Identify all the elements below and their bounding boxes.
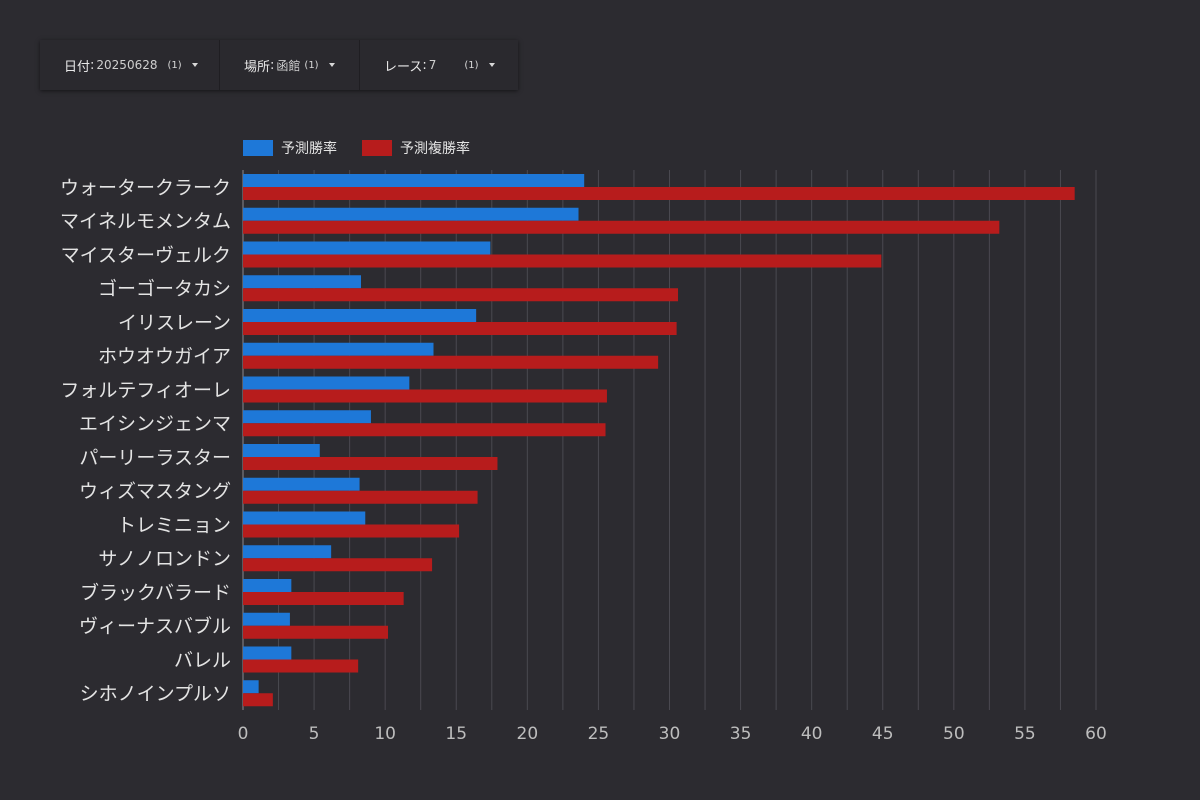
category-label: ゴーゴータカシ bbox=[98, 278, 231, 300]
place-rate-bar bbox=[243, 524, 460, 538]
place-rate-bar bbox=[243, 659, 359, 673]
place-rate-bar bbox=[243, 220, 1000, 234]
win-rate-bar bbox=[243, 174, 585, 187]
x-tick-label: 30 bbox=[659, 724, 681, 744]
place-filter-value: 函館 bbox=[276, 58, 301, 73]
x-tick-label: 60 bbox=[1085, 724, 1107, 744]
place-filter[interactable]: 場所: 函館 (1) bbox=[220, 40, 360, 90]
category-label: マイスターヴェルク bbox=[61, 244, 231, 266]
win-rate-bar bbox=[243, 342, 434, 356]
x-tick-label: 20 bbox=[517, 724, 539, 744]
place-rate-bar bbox=[243, 490, 478, 504]
place-rate-bar bbox=[243, 254, 882, 268]
win-rate-bar bbox=[243, 241, 491, 255]
category-label: エイシンジェンマ bbox=[79, 413, 231, 435]
place-rate-bar bbox=[243, 558, 433, 572]
win-rate-bar bbox=[243, 309, 477, 322]
category-label: ウォータークラーク bbox=[60, 177, 231, 199]
win-rate-bar bbox=[243, 275, 361, 289]
category-label: イリスレーン bbox=[118, 312, 231, 334]
race-filter-value: 7 bbox=[428, 58, 437, 72]
place-rate-bar bbox=[243, 322, 677, 335]
category-label: パーリーラスター bbox=[79, 447, 231, 469]
category-label: ホウオウガイア bbox=[98, 346, 231, 368]
x-tick-label: 10 bbox=[374, 724, 396, 744]
category-label: マイネルモメンタム bbox=[60, 211, 231, 233]
place-rate-bar bbox=[243, 457, 498, 470]
category-label: トレミニョン bbox=[117, 514, 231, 536]
legend-label: 予測複勝率 bbox=[400, 140, 470, 157]
place-rate-bar bbox=[243, 423, 606, 437]
place-rate-bar bbox=[243, 625, 389, 639]
win-rate-bar bbox=[243, 612, 290, 626]
place-rate-bar bbox=[243, 389, 607, 403]
caret-down-icon bbox=[328, 63, 335, 67]
x-tick-label: 50 bbox=[943, 724, 965, 744]
x-tick-label: 45 bbox=[872, 724, 894, 744]
category-label: ウィズマスタング bbox=[79, 481, 231, 503]
category-label: シホノインプルソ bbox=[80, 683, 231, 705]
filter-bar: 日付: 20250628 (1) 場所: 函館 (1) レース: 7 (1) bbox=[40, 40, 518, 90]
date-filter[interactable]: 日付: 20250628 (1) bbox=[40, 40, 220, 90]
category-label: フォルテフィオーレ bbox=[60, 379, 231, 401]
place-rate-bar bbox=[243, 187, 1075, 200]
place-rate-bar bbox=[243, 592, 404, 605]
place-rate-bar bbox=[243, 693, 273, 707]
win-rate-bar bbox=[243, 545, 332, 559]
category-label: サノノロンドン bbox=[98, 548, 231, 570]
category-label: ヴィーナスバブル bbox=[79, 615, 231, 638]
place-rate-bar bbox=[243, 288, 679, 302]
x-tick-label: 55 bbox=[1014, 724, 1036, 744]
win-rate-bar bbox=[243, 410, 371, 424]
category-label: ブラックバラード bbox=[80, 581, 231, 604]
win-rate-bar bbox=[243, 511, 366, 525]
win-rate-bar bbox=[243, 477, 360, 491]
x-tick-label: 0 bbox=[238, 724, 249, 744]
win-rate-bar bbox=[243, 444, 320, 457]
x-tick-label: 35 bbox=[730, 724, 752, 744]
caret-down-icon bbox=[191, 63, 198, 67]
race-filter-count: (1) bbox=[464, 59, 479, 71]
win-rate-bar bbox=[243, 579, 292, 592]
race-filter[interactable]: レース: 7 (1) bbox=[360, 40, 518, 90]
place-filter-count: (1) bbox=[304, 59, 319, 71]
legend-swatch bbox=[362, 140, 392, 156]
legend-swatch bbox=[243, 140, 273, 156]
race-filter-label: レース bbox=[384, 59, 423, 75]
date-filter-label: 日付 bbox=[64, 59, 91, 75]
place-filter-label: 場所 bbox=[244, 59, 271, 75]
x-tick-label: 5 bbox=[309, 724, 320, 744]
win-rate-bar bbox=[243, 680, 259, 694]
win-rate-bar bbox=[243, 646, 292, 660]
legend-label: 予測勝率 bbox=[281, 140, 337, 157]
x-tick-label: 40 bbox=[801, 724, 823, 744]
date-filter-value: 20250628 bbox=[96, 58, 158, 72]
x-tick-label: 25 bbox=[588, 724, 610, 744]
date-filter-count: (1) bbox=[167, 59, 182, 71]
caret-down-icon bbox=[488, 63, 495, 67]
win-rate-bar bbox=[243, 376, 410, 390]
win-rate-bar bbox=[243, 207, 579, 221]
category-label: バレル bbox=[174, 649, 231, 671]
place-rate-bar bbox=[243, 355, 659, 369]
x-tick-label: 15 bbox=[445, 724, 467, 744]
